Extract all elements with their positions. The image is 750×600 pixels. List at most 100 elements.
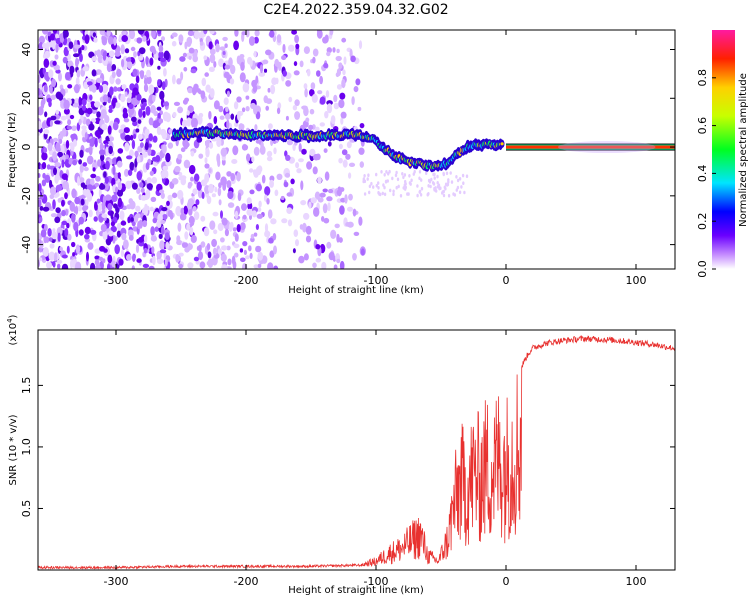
spectrogram-cell: [418, 170, 422, 174]
spectrogram-cell: [59, 130, 66, 137]
spectrogram-cell: [293, 61, 298, 67]
spectrogram-cell: [152, 217, 158, 224]
spectrogram-cell: [49, 120, 54, 127]
spectrogram-cell: [310, 82, 316, 90]
spectrogram-cell: [401, 172, 404, 176]
spectrogram-cell: [39, 69, 43, 75]
spectrogram-cell: [326, 100, 333, 106]
spectrogram-cell: [61, 263, 69, 269]
spectrogram-cell: [98, 256, 104, 261]
spectrogram-cell: [243, 249, 247, 255]
spectrogram-cell: [406, 192, 409, 196]
spectrogram-cell: [67, 61, 71, 67]
spectrogram-cell: [317, 90, 323, 95]
spectrogram-cell: [380, 170, 383, 174]
spectrogram-cell: [208, 183, 214, 194]
spectrogram-cell: [368, 184, 372, 189]
spectrogram-cell: [38, 238, 42, 245]
spectrogram-cell: [164, 170, 169, 179]
spectrogram-cell: [282, 70, 288, 77]
spectrogram-cell: [80, 198, 85, 206]
spectrogram-cell: [38, 88, 41, 96]
spectrogram-cell: [116, 160, 123, 168]
spectrogram-cell: [94, 101, 101, 108]
spectrogram-cell: [55, 184, 63, 192]
spectrogram-cell: [159, 249, 167, 254]
spectrogram-cell: [214, 186, 218, 193]
spectrogram-cell: [293, 70, 300, 76]
spectrogram-cell: [192, 86, 197, 96]
spectrogram-cell: [234, 233, 239, 242]
spectrogram-cell: [328, 188, 334, 194]
spectrogram-cell: [207, 251, 212, 259]
spectrogram-cell: [245, 106, 250, 112]
spectrogram-cell: [158, 51, 164, 59]
spectrogram-cell: [432, 172, 435, 177]
spectrogram-cell: [328, 251, 335, 261]
spectrogram-cell: [192, 188, 198, 195]
spectrogram-cell: [89, 94, 93, 101]
spectrogram-cell: [213, 229, 218, 235]
spectrogram-cell: [273, 245, 277, 255]
spectrogram-cell: [437, 183, 441, 188]
spectrogram-cell: [116, 230, 121, 238]
spectrogram-cell: [204, 72, 209, 77]
spectrogram-cell: [433, 176, 436, 180]
spectrogram-cell: [353, 231, 360, 236]
spectrogram-cell: [160, 192, 165, 199]
spectrogram-cell: [121, 84, 127, 90]
spectrogram-cell: [152, 135, 158, 143]
spectrogram-cell: [63, 30, 67, 39]
spectrogram-cell: [82, 162, 88, 167]
spectrogram-cell: [42, 206, 50, 212]
spectrogram-cell: [42, 42, 47, 49]
spectrogram-cell: [339, 205, 345, 215]
spectrogram-cell: [129, 161, 135, 171]
spectrogram-cell: [67, 53, 71, 61]
spectrogram-cell: [101, 36, 108, 46]
spectrogram-cell: [336, 189, 342, 196]
spectrogram-cell: [377, 186, 380, 190]
spectrogram-cell: [105, 238, 112, 246]
spectrogram-cell: [171, 32, 178, 38]
spectrogram-cell: [219, 115, 225, 120]
spectrogram-cell: [367, 173, 370, 177]
spectrogram-cell: [348, 162, 356, 167]
spectrogram-cell: [456, 178, 460, 183]
spectrogram-cell: [156, 106, 162, 111]
spectrogram-cell: [216, 138, 222, 148]
spectrogram-cell: [340, 111, 347, 119]
spectrogram-cell: [370, 181, 373, 186]
spectrogram-cell: [255, 183, 262, 192]
spectrogram-cell: [72, 102, 80, 108]
spectrogram-cell: [286, 207, 293, 215]
spectrogram-cell: [336, 68, 341, 77]
spectrogram-cell: [305, 225, 312, 235]
spectrogram-cell: [199, 41, 204, 46]
spectrogram-cell: [283, 181, 289, 188]
spectrogram-cell: [149, 57, 154, 66]
spectrogram-cell: [187, 262, 194, 269]
spectrogram-frame: [37, 29, 676, 270]
spectrogram-cell: [345, 222, 351, 227]
spectrogram-cell: [173, 101, 181, 106]
spectrogram-cell: [107, 57, 113, 62]
spectrogram-cell: [78, 205, 82, 212]
spectrogram-cell: [41, 179, 47, 187]
x-tick-label: -300: [104, 575, 129, 588]
spectrogram-cell: [191, 117, 195, 128]
spectrogram-cell: [88, 145, 93, 156]
spectrogram-cell: [102, 94, 109, 103]
spectrogram-cell: [208, 88, 215, 94]
spectrogram-cell: [62, 56, 68, 64]
spectrogram-cell: [358, 40, 363, 50]
spectrogram-cell: [41, 96, 46, 106]
spectrogram-cell: [295, 43, 300, 50]
spectrogram-cell: [58, 72, 62, 82]
spectrogram-cell: [313, 153, 320, 161]
spectrogram-cell: [113, 36, 117, 46]
spectrogram-cell: [124, 168, 129, 177]
spectrogram-cell: [143, 83, 149, 93]
spectrogram-cell: [253, 172, 259, 178]
spectrogram-cell: [325, 90, 330, 98]
